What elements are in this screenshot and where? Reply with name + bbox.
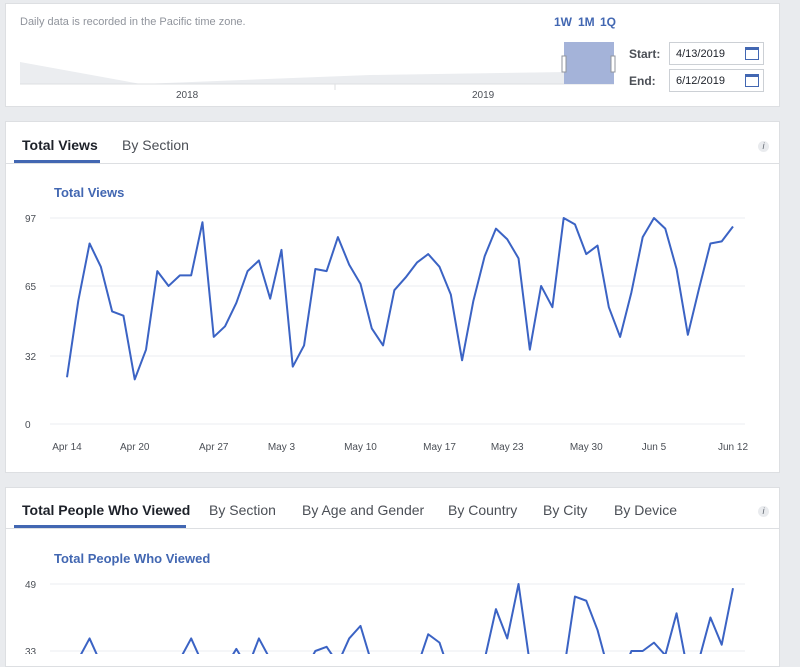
x-tick-label: May 10 [344, 442, 377, 453]
x-tick-label: Apr 14 [52, 442, 82, 453]
x-tick-label: Jun 12 [718, 442, 748, 453]
x-tick-label: Apr 20 [120, 442, 150, 453]
x-tick-label: May 23 [491, 442, 524, 453]
y-tick-label: 97 [25, 214, 37, 225]
y-tick-label: 65 [25, 282, 37, 293]
people-viewed-chart: 33 49 [0, 560, 800, 654]
y-tick-label: 32 [25, 352, 37, 363]
series-line [67, 218, 733, 379]
tab-total-people-who-viewed[interactable]: Total People Who Viewed [22, 502, 190, 518]
tab-by-country[interactable]: By Country [448, 502, 517, 518]
x-tick-label: May 30 [570, 442, 603, 453]
tab-by-city[interactable]: By City [543, 502, 587, 518]
tab-by-device[interactable]: By Device [614, 502, 677, 518]
y-tick-label: 33 [25, 647, 37, 654]
x-tick-label: Jun 5 [642, 442, 667, 453]
total-views-chart: 0 32 65 97 Apr 14 Apr 20 Apr 27 May 3 May 10 May … [0, 0, 800, 473]
y-tick-label: 49 [25, 580, 37, 591]
y-tick-label: 0 [25, 420, 31, 431]
x-tick-label: May 17 [423, 442, 456, 453]
tab-divider [6, 528, 779, 529]
tab-by-age-and-gender[interactable]: By Age and Gender [302, 502, 424, 518]
info-icon[interactable]: i [758, 506, 769, 517]
series-line [67, 584, 733, 654]
x-tick-label: May 3 [268, 442, 296, 453]
tab-by-section[interactable]: By Section [209, 502, 276, 518]
x-tick-label: Apr 27 [199, 442, 229, 453]
